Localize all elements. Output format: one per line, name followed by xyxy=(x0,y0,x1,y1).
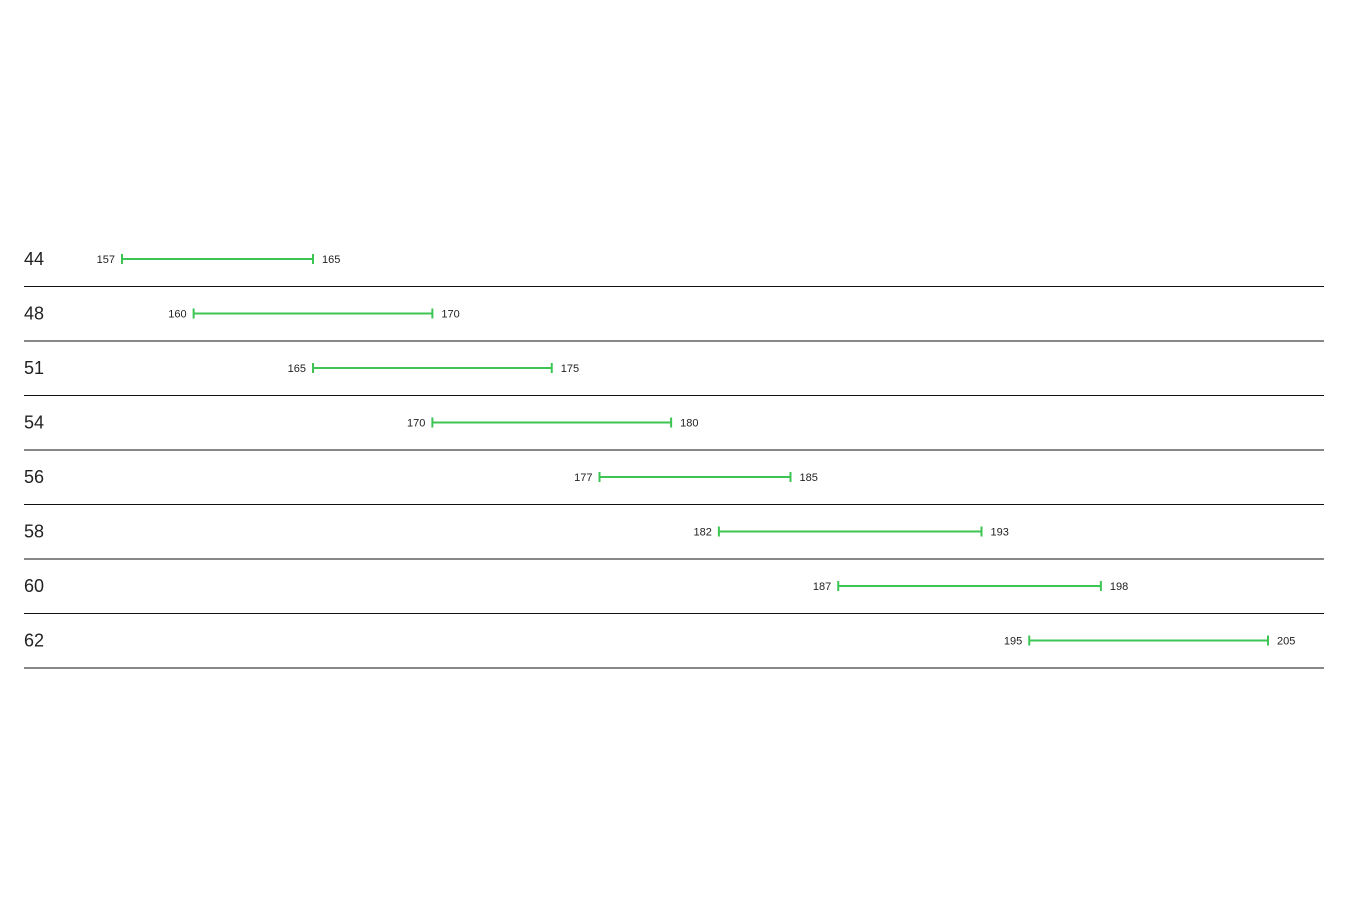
max-label: 193 xyxy=(991,527,1009,539)
max-label: 180 xyxy=(680,418,698,430)
min-label: 187 xyxy=(813,581,831,593)
max-label: 170 xyxy=(441,309,459,321)
max-label: 205 xyxy=(1277,636,1295,648)
row-label: 62 xyxy=(24,631,44,651)
row-label: 58 xyxy=(24,522,44,542)
row-label: 54 xyxy=(24,413,44,433)
row-label: 48 xyxy=(24,304,44,324)
min-label: 182 xyxy=(694,527,712,539)
row-label: 56 xyxy=(24,467,44,487)
row-label: 60 xyxy=(24,576,44,596)
min-label: 157 xyxy=(97,254,115,266)
min-label: 165 xyxy=(288,363,306,375)
min-label: 177 xyxy=(574,472,592,484)
min-label: 195 xyxy=(1004,636,1022,648)
min-label: 160 xyxy=(168,309,186,321)
row-label: 44 xyxy=(24,249,44,269)
max-label: 185 xyxy=(800,472,818,484)
row-label: 51 xyxy=(24,358,44,378)
min-label: 170 xyxy=(407,418,425,430)
max-label: 198 xyxy=(1110,581,1128,593)
max-label: 175 xyxy=(561,363,579,375)
max-label: 165 xyxy=(322,254,340,266)
